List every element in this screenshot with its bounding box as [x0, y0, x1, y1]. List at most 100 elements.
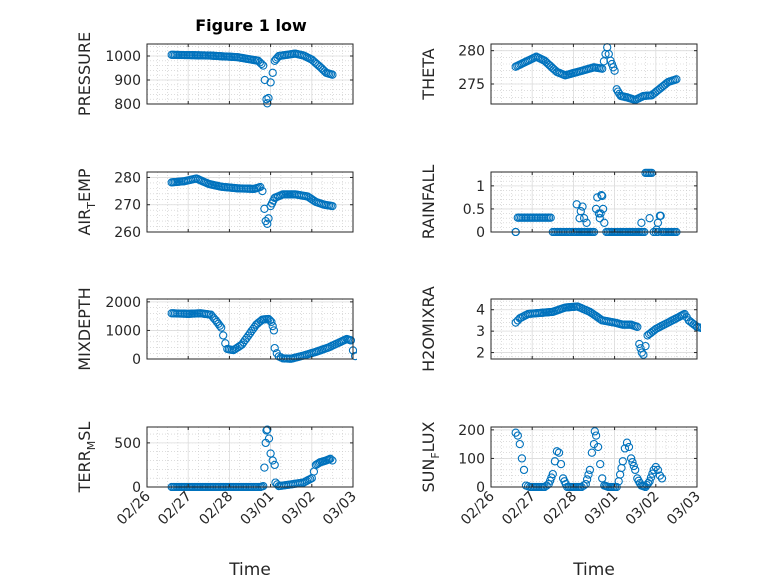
data-point: [268, 456, 277, 465]
data-point: [306, 474, 315, 484]
y-axis-label-part: LUX: [419, 421, 438, 452]
data-point: [328, 201, 337, 211]
data-point: [618, 457, 627, 466]
y-axis-label-part: H2OMIXRA: [419, 286, 438, 372]
data-point: [554, 448, 564, 457]
x-tick-label: 02/28: [196, 489, 236, 529]
data-point: [645, 214, 654, 223]
data-point: [582, 218, 591, 227]
data-point: [600, 218, 609, 227]
y-axis-label: TERRMSL: [75, 422, 98, 494]
data-point: [629, 461, 638, 471]
y-axis-label-part: MIXDEPTH: [75, 287, 94, 370]
y-axis-label: H2OMIXRA: [419, 286, 438, 372]
axes-box: [146, 171, 354, 233]
data-point: [593, 193, 602, 202]
y-axis-label: PRESSURE: [75, 32, 94, 116]
y-axis-label-part: RAINFALL: [419, 165, 438, 240]
data-point: [268, 68, 277, 77]
minor-grid: [490, 43, 698, 105]
y-axis-label-subscript: T: [85, 202, 98, 210]
y-axis-label: RAINFALL: [419, 165, 438, 240]
data-point: [519, 465, 529, 475]
y-tick-label: 800: [114, 97, 141, 113]
data-point: [264, 434, 274, 443]
data-point: [589, 439, 599, 449]
data-point: [697, 324, 701, 333]
data-point: [219, 331, 228, 340]
minor-grid: [490, 299, 698, 359]
data-point: [624, 442, 634, 452]
x-tick-label: 02/27: [499, 489, 539, 529]
data-point: [579, 214, 589, 223]
data-point: [346, 336, 356, 345]
data-series: [167, 49, 337, 108]
data-point: [656, 211, 665, 220]
x-tick-label: 03/02: [279, 489, 319, 529]
y-tick-label: 1000: [105, 323, 141, 339]
x-tick-label: 02/27: [155, 489, 195, 529]
y-tick-label: 2: [476, 346, 485, 362]
subplot-h2omixra: 2 3 4 H2OMIXRA: [419, 286, 709, 372]
data-point: [590, 427, 599, 436]
data-point: [267, 317, 276, 327]
y-tick-label: 280: [114, 170, 141, 186]
data-point: [645, 477, 654, 486]
x-tick-label: 02/28: [540, 489, 580, 529]
data-point: [515, 439, 524, 449]
data-point: [270, 343, 279, 353]
y-axis-label-subscript: M: [85, 441, 98, 451]
y-axis-label: MIXDEPTH: [75, 287, 94, 370]
subplot-theta: 275 280 THETA: [419, 43, 698, 105]
data-point: [262, 95, 271, 104]
data-point: [264, 93, 273, 103]
data-point: [593, 442, 603, 452]
data-point: [259, 61, 268, 70]
data-point: [582, 475, 592, 484]
data-point: [598, 191, 607, 201]
subplot-rainfall: 0 0.5 1 RAINFALL: [419, 165, 698, 241]
y-tick-label: 260: [114, 225, 141, 241]
data-point: [578, 202, 587, 211]
data-point: [702, 325, 709, 332]
data-point: [637, 218, 646, 227]
x-tick-label: 03/01: [238, 489, 278, 529]
data-point: [268, 321, 277, 331]
y-axis-label-part: SUN: [419, 459, 438, 493]
data-point: [221, 339, 230, 348]
data-point: [620, 444, 630, 453]
data-point: [517, 454, 527, 463]
y-tick-label: 270: [114, 198, 141, 214]
data-point: [270, 460, 279, 470]
y-tick-label: 0.5: [463, 202, 485, 218]
data-point: [552, 447, 562, 456]
y-axis-label-part: TERR: [75, 450, 94, 493]
data-point: [256, 182, 265, 192]
data-point: [215, 321, 224, 330]
x-axis-label: Time: [572, 560, 615, 580]
y-tick-label: 0: [476, 480, 485, 496]
y-axis-label-part: SL: [75, 422, 94, 441]
data-point: [591, 431, 601, 440]
data-point: [217, 323, 226, 332]
x-tick-label: 03/01: [582, 489, 622, 529]
data-point: [258, 186, 267, 196]
y-tick-label: 1000: [105, 49, 141, 65]
y-tick-label: 200: [458, 423, 485, 439]
data-point: [596, 209, 605, 218]
axes-box: [146, 298, 354, 360]
y-tick-label: 275: [458, 77, 485, 93]
y-axis-label-part: AIR: [75, 209, 94, 236]
y-tick-label: 0: [132, 480, 141, 496]
data-point: [597, 190, 606, 200]
data-series: [511, 43, 681, 105]
x-tick-label: 03/02: [623, 489, 663, 529]
y-tick-label: 3: [476, 324, 485, 340]
data-point: [511, 318, 520, 327]
data-point: [598, 204, 608, 214]
data-point: [646, 473, 656, 482]
data-point: [257, 59, 266, 69]
axes-box: [146, 43, 354, 105]
data-point: [576, 207, 585, 216]
